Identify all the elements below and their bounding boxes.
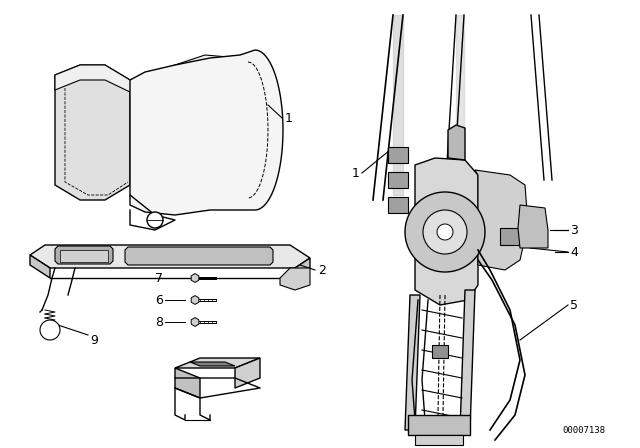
Polygon shape [55, 246, 113, 264]
Text: 8: 8 [155, 315, 163, 328]
Polygon shape [191, 296, 199, 304]
Text: 3: 3 [570, 224, 578, 237]
Text: 2: 2 [318, 263, 326, 276]
Circle shape [437, 224, 453, 240]
Circle shape [405, 192, 485, 272]
Circle shape [40, 320, 60, 340]
Polygon shape [235, 358, 260, 388]
Polygon shape [388, 147, 408, 163]
Polygon shape [432, 345, 448, 358]
Polygon shape [30, 255, 50, 278]
Polygon shape [475, 170, 528, 270]
Polygon shape [191, 274, 199, 282]
Polygon shape [448, 125, 465, 160]
Polygon shape [280, 268, 310, 290]
Polygon shape [191, 318, 199, 327]
Circle shape [147, 212, 163, 228]
Text: 1: 1 [352, 167, 360, 180]
Polygon shape [30, 245, 310, 268]
Text: 1: 1 [285, 112, 293, 125]
Polygon shape [190, 362, 235, 366]
Polygon shape [388, 172, 408, 188]
Circle shape [423, 210, 467, 254]
Text: 5: 5 [570, 298, 578, 311]
Polygon shape [125, 247, 273, 265]
Polygon shape [415, 158, 478, 305]
Text: 9: 9 [90, 333, 98, 346]
Polygon shape [175, 368, 200, 398]
Polygon shape [408, 415, 470, 435]
Polygon shape [460, 290, 475, 430]
Text: 4: 4 [570, 246, 578, 258]
Polygon shape [518, 205, 548, 248]
Polygon shape [415, 435, 463, 445]
Polygon shape [55, 65, 130, 200]
Polygon shape [55, 55, 260, 92]
Polygon shape [295, 258, 310, 278]
Polygon shape [130, 50, 283, 215]
Polygon shape [388, 197, 408, 213]
Text: 7: 7 [155, 271, 163, 284]
Polygon shape [500, 228, 528, 245]
Polygon shape [405, 295, 420, 430]
Text: 00007138: 00007138 [562, 426, 605, 435]
Polygon shape [60, 250, 108, 262]
Polygon shape [175, 358, 260, 368]
Text: 6: 6 [155, 293, 163, 306]
